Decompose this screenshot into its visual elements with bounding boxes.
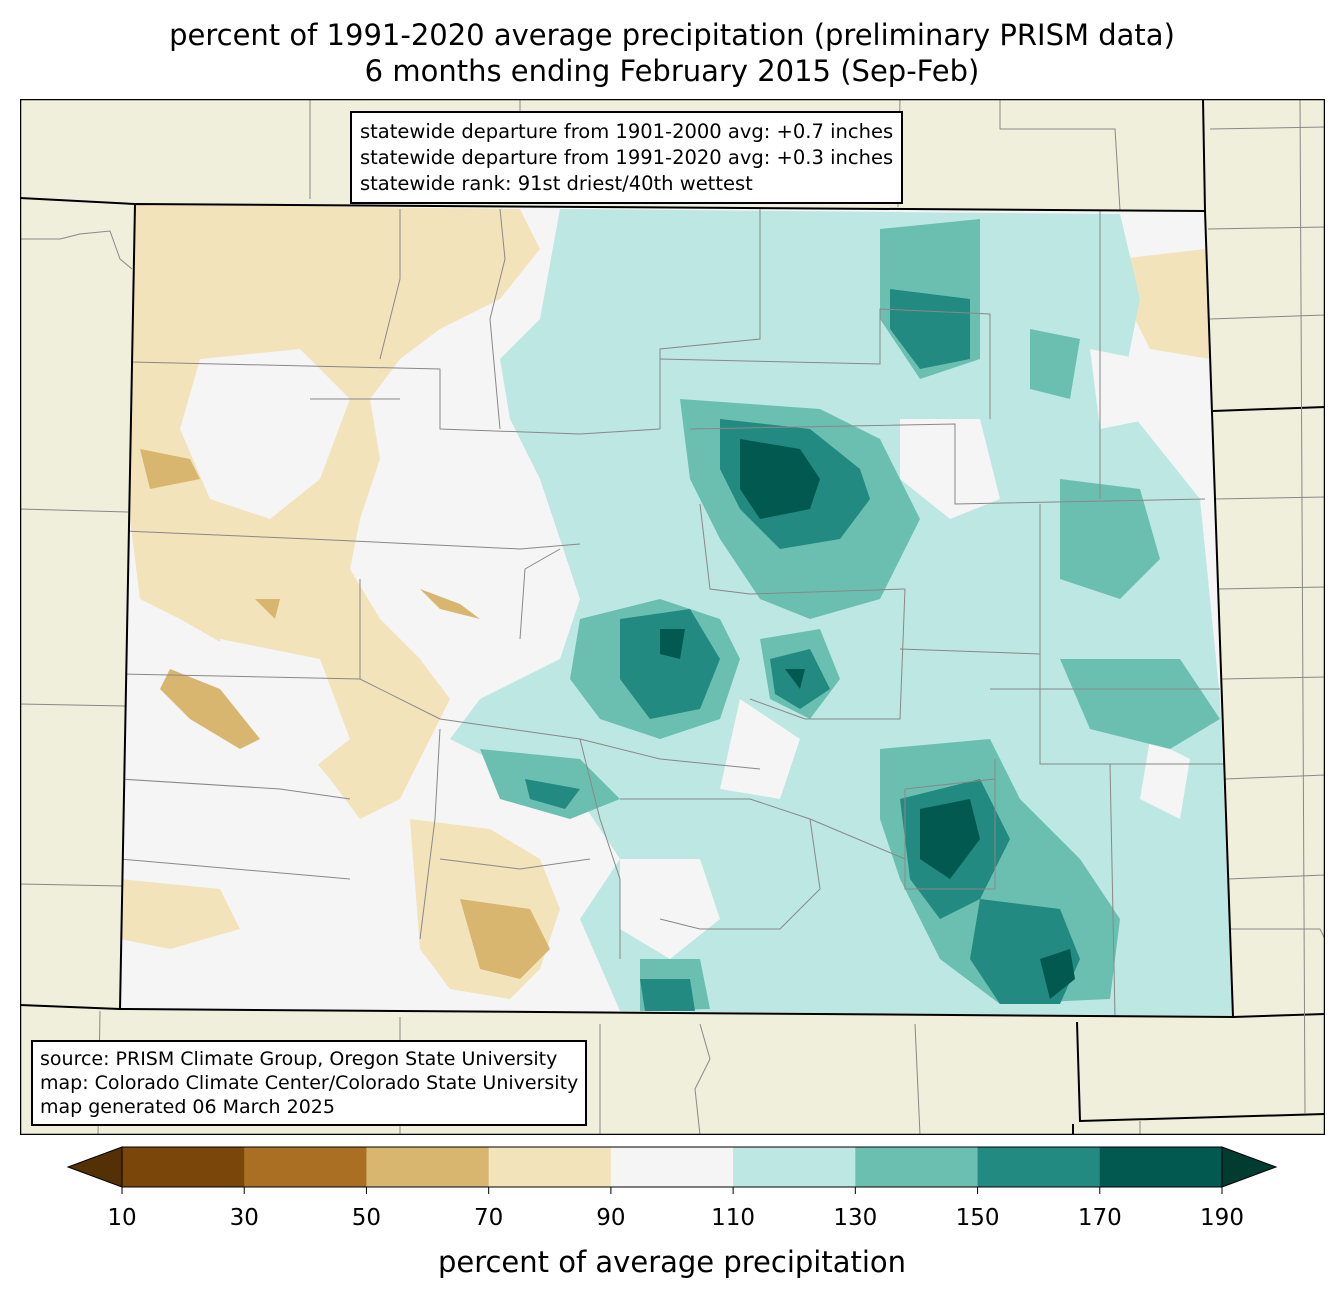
- colorbar: [66, 1146, 1278, 1194]
- precipitation-field: [120, 204, 1233, 1017]
- colorbar-tick-label: 70: [474, 1205, 504, 1231]
- colorbar-bin: [855, 1147, 979, 1187]
- colorbar-bin: [733, 1147, 856, 1187]
- credit-map: map: Colorado Climate Center/Colorado St…: [40, 1072, 579, 1094]
- colorado-precipitation-map: [20, 99, 1325, 1135]
- credits-box: source: PRISM Climate Group, Oregon Stat…: [31, 1040, 588, 1126]
- colorbar-bin: [488, 1147, 612, 1187]
- colorbar-bin: [977, 1147, 1101, 1187]
- colorbar-tick-label: 170: [1077, 1205, 1122, 1231]
- stat-rank: statewide rank: 91st driest/40th wettest: [360, 172, 753, 195]
- colorbar-bin: [366, 1147, 490, 1187]
- colorbar-bin: [244, 1147, 367, 1187]
- statewide-stats-box: statewide departure from 1901-2000 avg: …: [350, 111, 904, 204]
- colorbar-outline: [121, 1146, 1223, 1188]
- neighbor-county-lines: [20, 99, 1325, 1135]
- colorbar-tick-label: 50: [351, 1205, 382, 1231]
- colorbar-tick-label: 90: [596, 1205, 626, 1231]
- map-title: percent of 1991-2020 average precipitati…: [169, 18, 1175, 52]
- credit-source: source: PRISM Climate Group, Oregon Stat…: [40, 1048, 558, 1070]
- colorbar-over-arrow: [1221, 1146, 1278, 1188]
- colorbar-tick-label: 130: [833, 1205, 878, 1231]
- colorbar-under-arrow: [66, 1146, 123, 1188]
- colorbar-label: percent of average precipitation: [437, 1245, 907, 1279]
- colorbar-bin: [122, 1147, 245, 1187]
- map-subtitle: 6 months ending February 2015 (Sep-Feb): [364, 54, 980, 88]
- colorbar-tick-label: 190: [1200, 1205, 1244, 1231]
- stat-departure-1901-2000: statewide departure from 1901-2000 avg: …: [360, 120, 894, 143]
- colorbar-tick-label: 110: [711, 1205, 756, 1231]
- credit-generated: map generated 06 March 2025: [40, 1096, 335, 1118]
- colorbar-tick-label: 30: [229, 1205, 259, 1231]
- colorbar-bin: [1099, 1147, 1223, 1187]
- stat-departure-1991-2020: statewide departure from 1991-2020 avg: …: [360, 146, 894, 169]
- neighbor-state-borders: [20, 99, 1325, 1135]
- county-lines: [120, 208, 1230, 1017]
- colorado-border: [118, 202, 1235, 1019]
- colorbar-tick-label: 10: [107, 1205, 137, 1231]
- colorbar-bin: [610, 1147, 734, 1187]
- colorbar-tick-label: 150: [955, 1205, 1000, 1231]
- map-frame: [20, 99, 1325, 1135]
